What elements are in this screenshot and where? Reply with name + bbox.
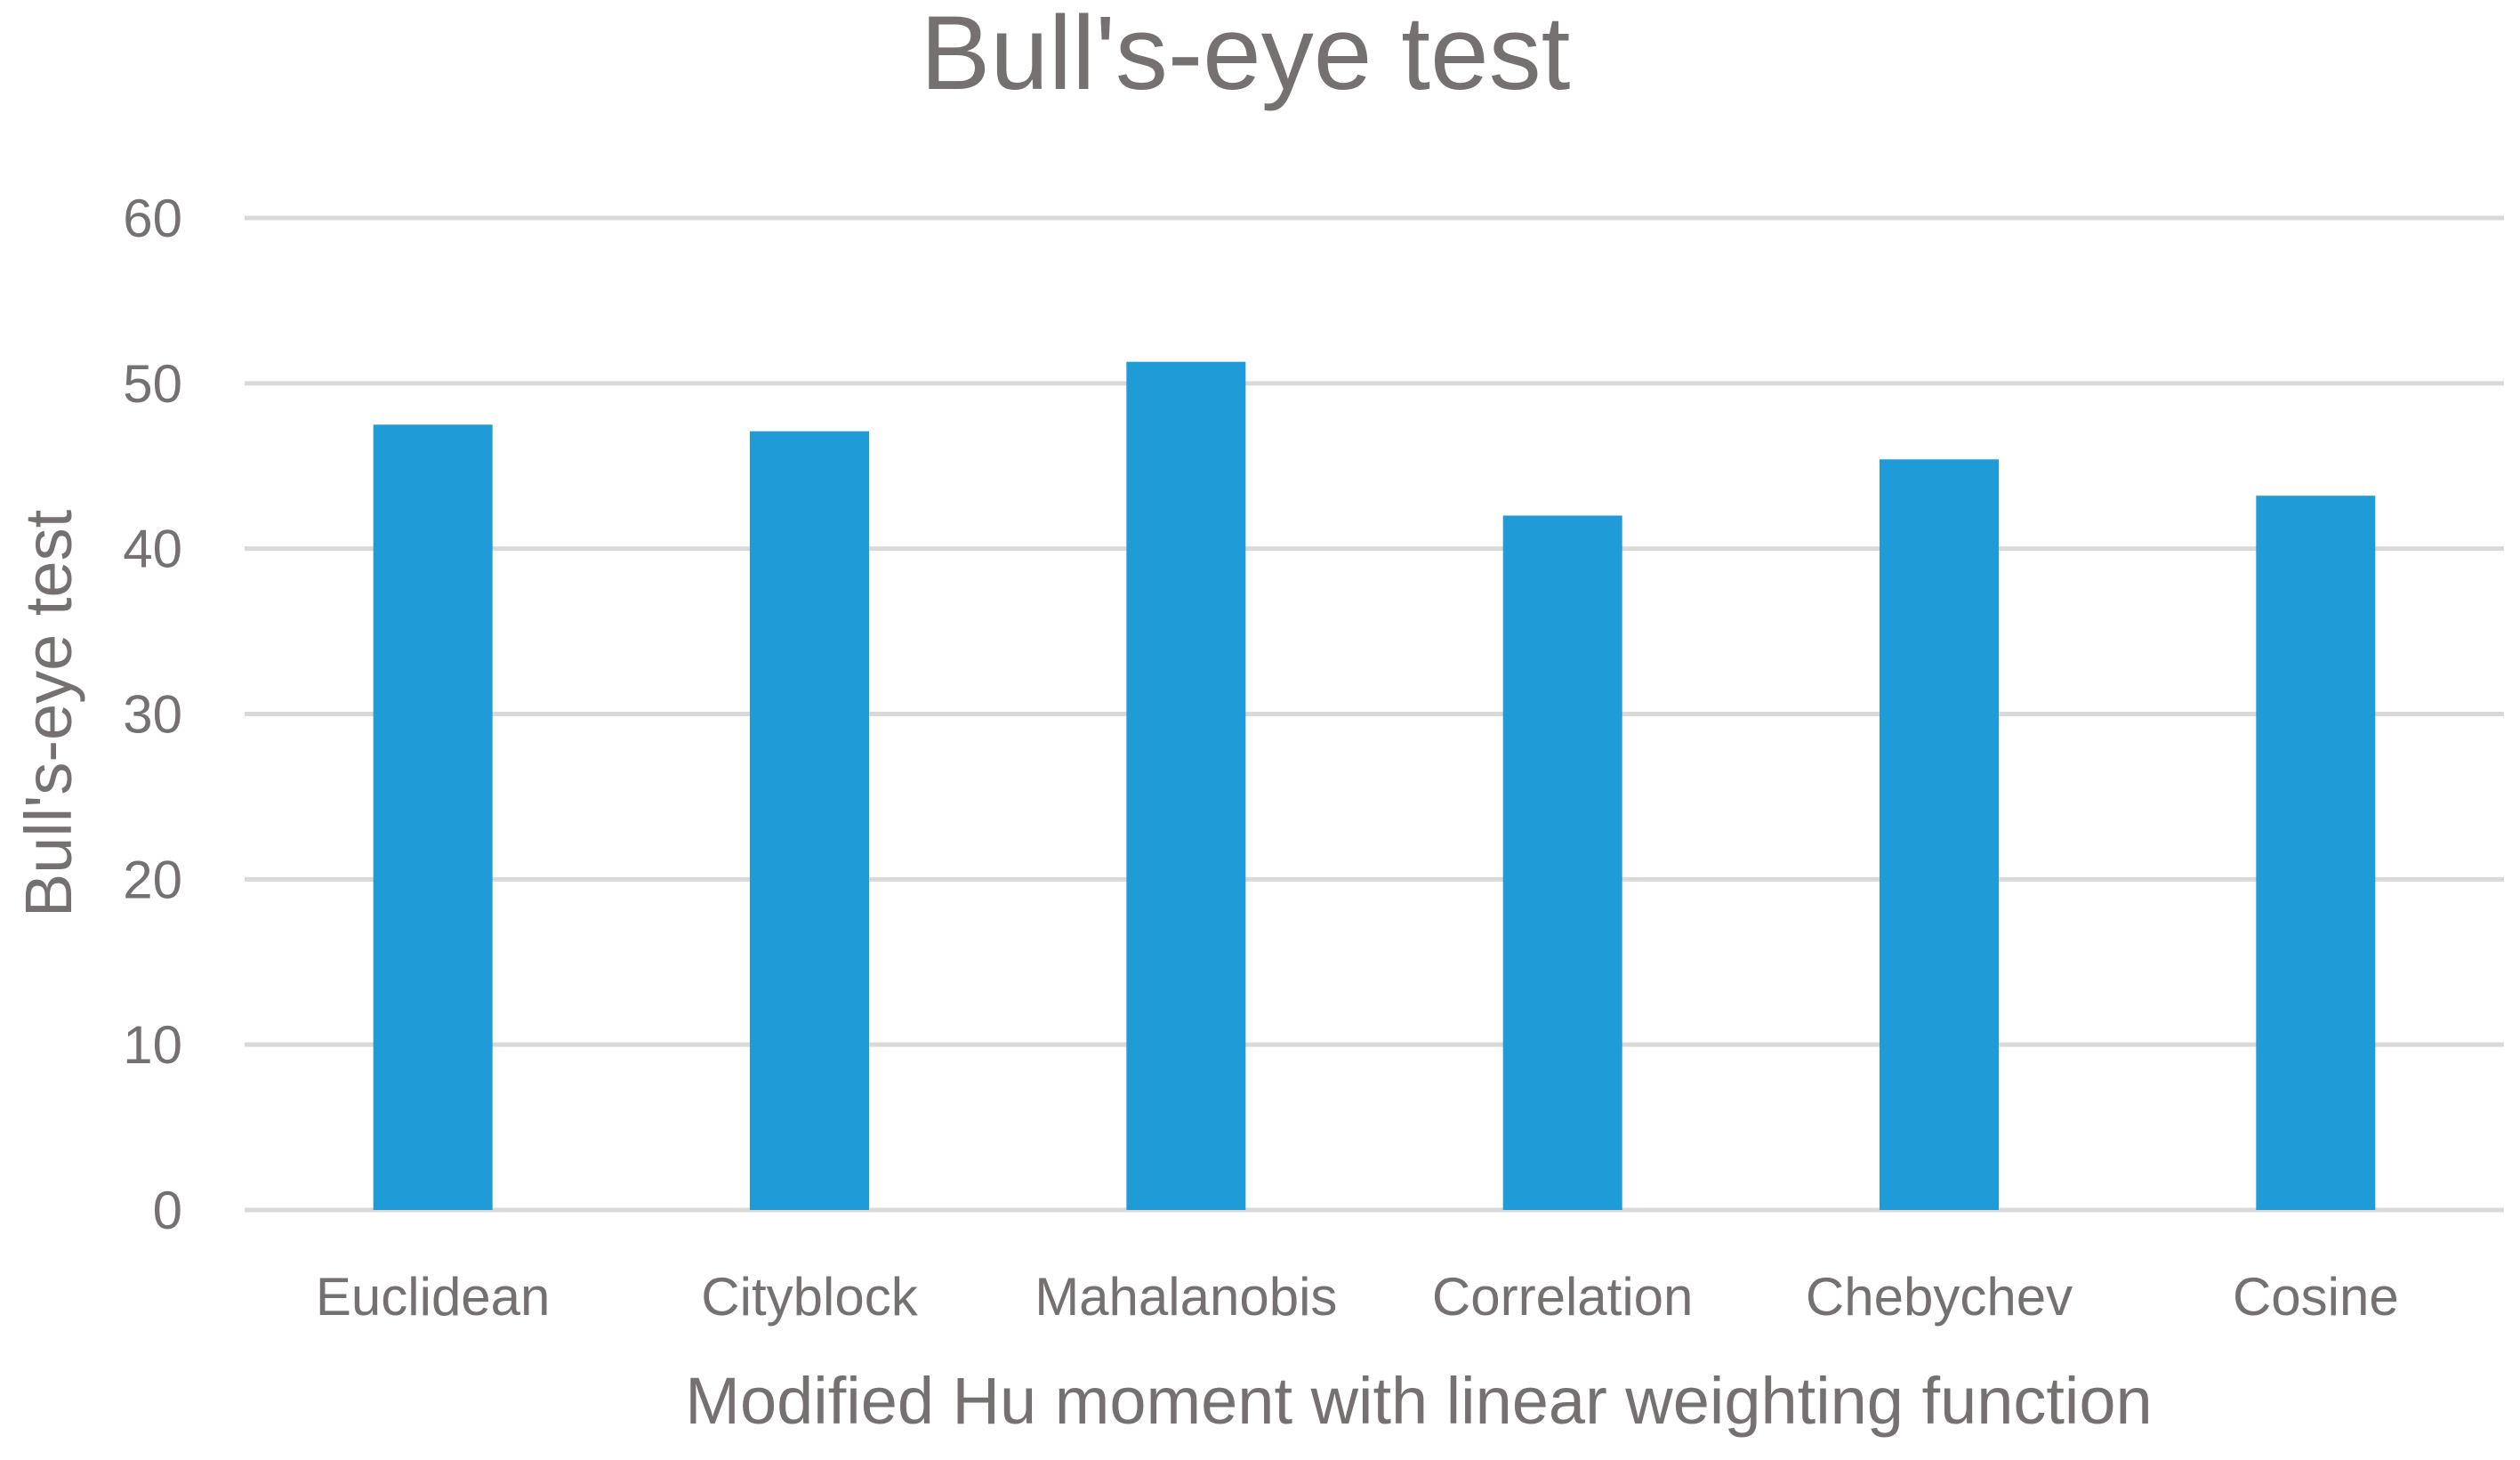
y-tick-label: 40 (123, 520, 182, 579)
x-tick-label-correlation: Correlation (1432, 1267, 1693, 1327)
y-axis-title: Bull's-eye test (12, 509, 85, 917)
x-axis-title: Modified Hu moment with linear weighting… (685, 1364, 2152, 1438)
y-tick-label: 60 (123, 189, 182, 248)
bar-correlation (1502, 515, 1622, 1210)
bars (373, 361, 2376, 1211)
y-tick-label: 20 (123, 850, 182, 909)
bar-cityblock (750, 431, 869, 1211)
bar-mahalanobis (1126, 361, 1246, 1210)
bar-cosine (2256, 496, 2376, 1210)
x-tick-label-mahalanobis: Mahalanobis (1035, 1267, 1337, 1327)
bar-euclidean (373, 424, 493, 1211)
x-tick-label-euclidean: Euclidean (316, 1267, 551, 1327)
y-tick-label: 0 (153, 1181, 182, 1240)
y-tick-label: 50 (123, 354, 182, 414)
gridlines (245, 215, 2504, 1213)
x-tick-label-cosine: Cosine (2233, 1267, 2399, 1327)
x-tick-label-cityblock: Cityblock (701, 1267, 918, 1327)
y-tick-label: 10 (123, 1015, 182, 1075)
y-tick-label: 30 (123, 685, 182, 745)
x-tick-labels: Euclidean Cityblock Mahalanobis Correlation… (316, 1267, 2399, 1327)
y-tick-labels: 0 10 20 30 40 50 60 (123, 189, 182, 1240)
chart-title: Bull's-eye test (921, 0, 1571, 112)
x-tick-label-chebychev: Chebychev (1806, 1267, 2073, 1327)
bar-chebychev (1880, 459, 1999, 1210)
